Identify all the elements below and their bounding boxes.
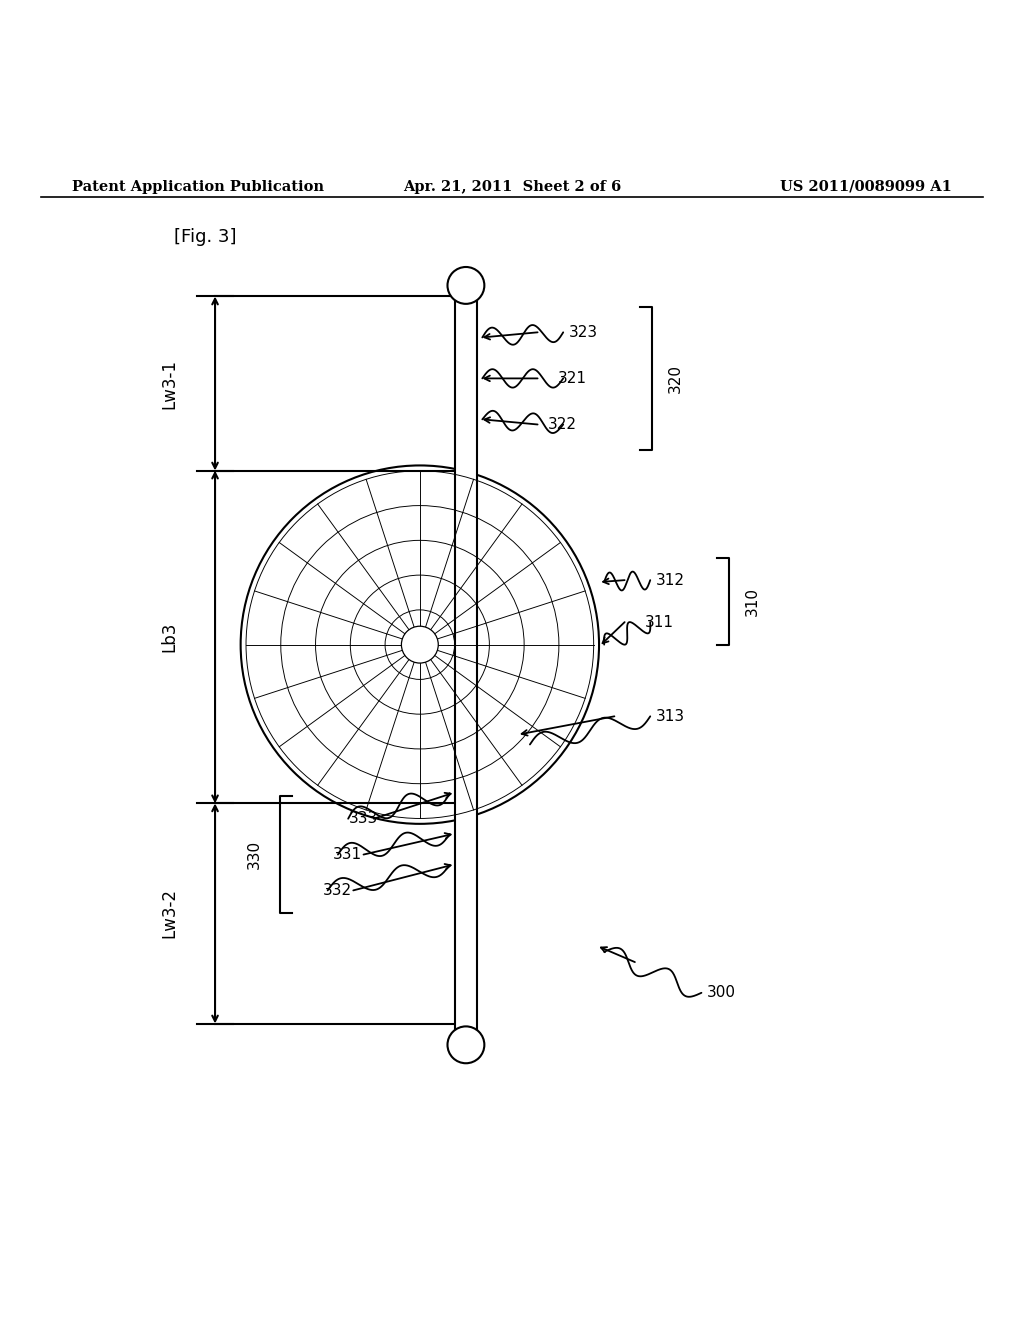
Text: 321: 321	[558, 371, 587, 385]
Text: 330: 330	[247, 840, 261, 869]
Text: 310: 310	[744, 586, 760, 615]
Text: 333: 333	[349, 812, 379, 826]
Text: 322: 322	[548, 417, 577, 432]
Circle shape	[447, 267, 484, 304]
Text: Apr. 21, 2011  Sheet 2 of 6: Apr. 21, 2011 Sheet 2 of 6	[402, 180, 622, 194]
Text: 311: 311	[645, 615, 674, 630]
Text: [Fig. 3]: [Fig. 3]	[174, 228, 237, 246]
Text: US 2011/0089099 A1: US 2011/0089099 A1	[780, 180, 952, 194]
Text: 300: 300	[707, 985, 735, 1001]
Circle shape	[401, 626, 438, 663]
Text: 312: 312	[655, 573, 684, 587]
Text: 313: 313	[655, 709, 684, 723]
Text: Lw3-1: Lw3-1	[160, 359, 178, 408]
Bar	[455, 297, 477, 1034]
Text: Lb3: Lb3	[160, 622, 178, 652]
Text: 323: 323	[568, 325, 597, 339]
Text: Patent Application Publication: Patent Application Publication	[72, 180, 324, 194]
Text: 320: 320	[668, 364, 683, 393]
Ellipse shape	[241, 466, 599, 824]
Text: 332: 332	[323, 883, 351, 898]
Text: 331: 331	[333, 847, 361, 862]
Circle shape	[447, 1027, 484, 1063]
Text: Lw3-2: Lw3-2	[160, 888, 178, 939]
